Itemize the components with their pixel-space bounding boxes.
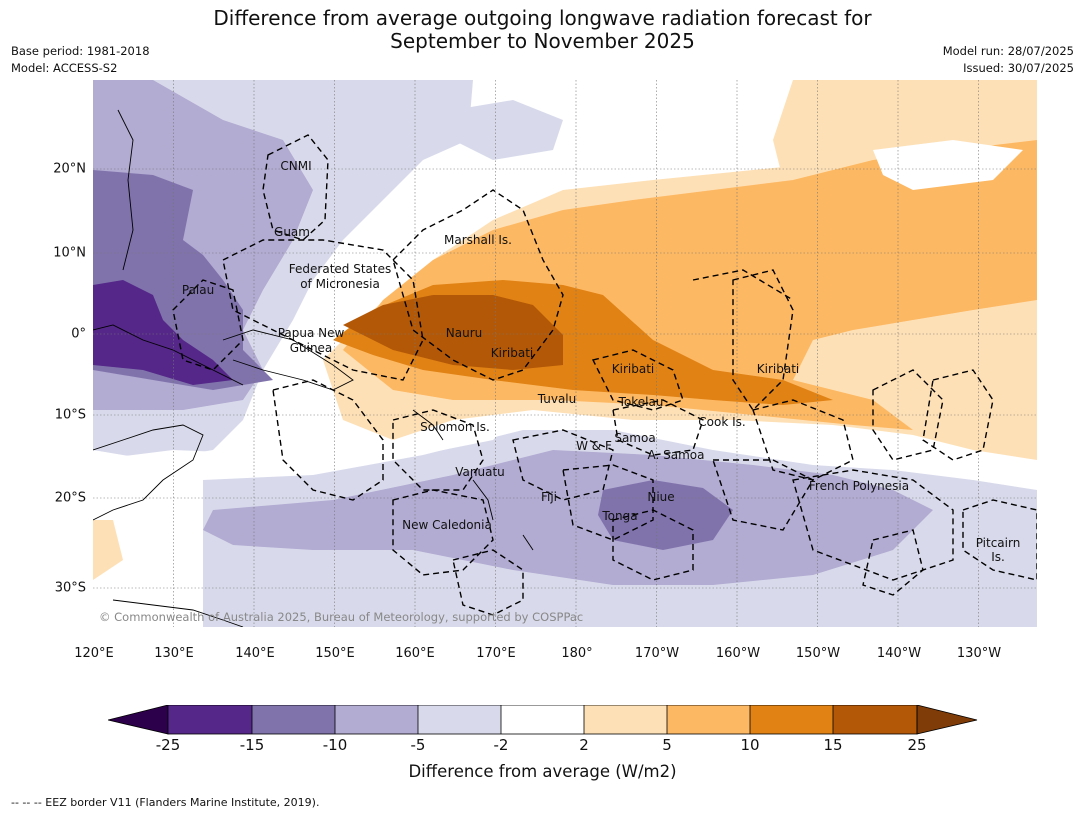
x-tick-160e: 160°E [395,646,435,661]
label-pitcairn-line2: Is. [991,550,1005,564]
base-period: Base period: 1981-2018 [11,44,150,58]
x-tick-140e: 140°E [235,646,275,661]
chart-title: Difference from average outgoing longwav… [0,7,1085,53]
colorbar-tick-m5: -5 [410,736,426,754]
colorbar-bin-3 [335,705,418,734]
anomaly-dark-purple-south [598,480,733,550]
label-tokelau: Tokelau [618,395,664,409]
label-fsm-line1: Federated States [288,262,392,276]
label-kiribati-west: Kiribati [490,346,534,360]
title-line-2: September to November 2025 [390,29,695,53]
colorbar-bin-4 [418,705,501,734]
y-tick-10s: 10°S [54,407,86,423]
colorbar-tick-5: 5 [662,736,672,754]
colorbar-tick-m25: -25 [155,736,181,754]
y-tick-10n: 10°N [53,245,86,261]
meta-left: Base period: 1981-2018 Model: ACCESS-S2 [11,43,150,77]
model-name: Model: ACCESS-S2 [11,61,118,75]
x-tick-140w: 140°W [876,646,922,661]
label-kiribati-east: Kiribati [756,362,800,376]
x-tick-170w: 170°W [634,646,680,661]
colorbar-tick-m2: -2 [493,736,509,754]
label-guam: Guam [274,225,310,239]
anomaly-neutral-gap [873,140,1023,190]
colorbar-bin-9 [833,705,917,734]
label-cnmi: CNMI [280,159,312,173]
label-tuvalu: Tuvalu [537,392,577,406]
colorbar-tick-m15: -15 [239,736,265,754]
colorbar-bin-5 [501,705,584,734]
colorbar-tick-25: 25 [907,736,927,754]
label-marshall: Marshall Is. [444,233,512,247]
colorbar-bin-1 [168,705,252,734]
x-tick-130e: 130°E [154,646,194,661]
label-cook: Cook Is. [698,415,746,429]
x-tick-150e: 150°E [315,646,355,661]
colorbar-bin-7 [667,705,750,734]
y-tick-20n: 20°N [53,161,86,177]
anomaly-deepest-orange-core [343,295,563,370]
copyright-notice: © Commonwealth of Australia 2025, Bureau… [99,610,584,624]
label-palau: Palau [181,283,215,297]
anomaly-light-orange-sw [93,520,123,580]
label-pitcairn-line1: Pitcairn [975,536,1021,550]
colorbar-tick-15: 15 [823,736,843,754]
label-tonga: Tonga [602,509,638,523]
y-tick-0: 0° [71,326,86,342]
eez-footnote: -- -- -- EEZ border V11 (Flanders Marine… [11,796,320,809]
label-american-samoa: A. Samoa [647,448,705,462]
label-png-line1: Papua New [277,326,345,340]
colorbar-bin-2 [252,705,335,734]
label-wallis-futuna: W & F [576,439,612,453]
anomaly-neutral-gap-2 [93,420,513,475]
colorbar-bin-8 [750,705,833,734]
anomaly-deep-purple-west [93,280,233,385]
label-vanuatu: Vanuatu [455,465,505,479]
eez-borders [172,134,1037,616]
title-line-1: Difference from average outgoing longwav… [213,6,872,30]
label-nauru: Nauru [445,326,483,340]
x-tick-120e: 120°E [74,646,114,661]
issued-date: Issued: 30/07/2025 [963,61,1074,75]
colorbar-tick-2: 2 [579,736,589,754]
colorbar-label: Difference from average (W/m2) [408,762,677,781]
label-new-caledonia: New Caledonia [402,518,492,532]
label-fiji: Fiji [540,490,558,504]
y-tick-20s: 20°S [54,490,86,506]
colorbar-arrow-low [108,705,169,735]
label-png-line2: Guinea [289,341,333,355]
x-tick-160w: 160°W [715,646,761,661]
x-tick-150w: 150°W [795,646,841,661]
label-samoa: Samoa [614,431,656,445]
map-svg [93,80,1037,627]
colorbar-tick-10: 10 [740,736,760,754]
y-tick-30s: 30°S [54,580,86,596]
colorbar-tick-m10: -10 [322,736,348,754]
colorbar [108,705,978,735]
meta-right: Model run: 28/07/2025 Issued: 30/07/2025 [943,43,1074,77]
x-tick-170e: 170°E [476,646,516,661]
x-tick-130w: 130°W [956,646,1002,661]
colorbar-arrow-high [916,705,978,735]
graticule [93,80,1037,627]
anomaly-mid-purple-south [203,450,933,585]
model-run: Model run: 28/07/2025 [942,44,1074,58]
x-tick-180: 180° [561,646,593,661]
map-area [93,80,1037,627]
label-solomon: Solomon Is. [420,420,490,434]
coastlines [93,109,534,627]
label-niue: Niue [647,490,675,504]
label-french-polynesia: French Polynesia [808,479,910,493]
colorbar-bin-6 [584,705,667,734]
label-fsm-line2: of Micronesia [300,277,380,291]
label-kiribati-central: Kiribati [611,362,655,376]
anomaly-light-purple-north2 [453,100,563,160]
